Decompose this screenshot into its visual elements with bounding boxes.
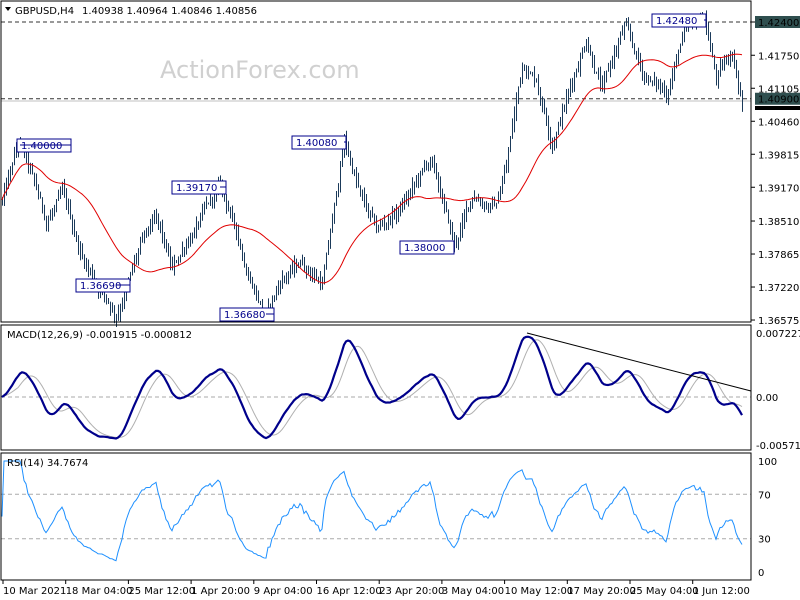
level-price-label: 1.40900 <box>758 95 799 106</box>
level-price-box <box>755 16 800 28</box>
collapse-triangle-icon[interactable] <box>5 7 11 11</box>
time-axis-label: 3 May 04:00 <box>442 586 504 597</box>
time-axis-label: 18 Mar 04:00 <box>66 586 133 597</box>
time-axis-label: 1 Jun 12:00 <box>693 586 750 597</box>
price-annotation: 1.38000 <box>399 240 455 255</box>
axes: 1.42400 1.41750 1.41105 1.40460 1.39815 1.391… <box>2 16 800 597</box>
annotation-label: 1.40000 <box>21 141 62 152</box>
macd-axis-label: 0.007227 <box>756 329 800 340</box>
price-axis-label: 1.41750 <box>758 51 799 62</box>
macd-pane[interactable] <box>1 332 752 440</box>
macd-title: MACD(12,26,9) -0.001915 -0.000812 <box>7 330 192 341</box>
price-axis-label: 1.37865 <box>758 250 799 261</box>
price-pane-frame <box>0 0 752 323</box>
price-axis-label: 1.39815 <box>758 150 799 161</box>
time-axis-label: 10 May 12:00 <box>505 586 574 597</box>
price-annotation: 1.42480 <box>651 13 707 28</box>
watermark: ActionForex.com <box>160 56 360 84</box>
level-price-box <box>755 92 800 105</box>
price-pane[interactable]: 1.42480 1.40000 1.39170 1.40080 1.38000 1.366… <box>1 10 751 327</box>
rsi-title: RSI(14) 34.7674 <box>7 458 88 469</box>
rsi-axis-label: 70 <box>758 490 771 501</box>
macd-axis-label: 0.00 <box>756 393 778 404</box>
annotation-label: 1.38000 <box>404 243 445 254</box>
rsi-axis-label: 0 <box>758 568 764 579</box>
annotation-label: 1.42480 <box>656 16 697 27</box>
rsi-pane-frame <box>0 452 752 581</box>
price-annotation: 1.40000 <box>16 138 72 153</box>
price-axis-label: 1.37220 <box>758 283 799 294</box>
chart-header-ohlc: 1.40938 1.40964 1.40846 1.40856 <box>82 6 257 17</box>
current-price-box <box>755 105 800 110</box>
price-annotation: 1.39170 <box>171 180 227 195</box>
annotation-box <box>399 240 455 255</box>
price-axis-label: 1.36575 <box>758 316 799 327</box>
macd-signal-line <box>1 339 743 438</box>
pane-frames <box>0 0 752 581</box>
price-annotation: 1.36680 <box>219 307 275 322</box>
moving-average-line <box>1 53 743 284</box>
chart-header: GBPUSD,H4 <box>15 6 74 17</box>
price-axis-label: 1.38510 <box>758 217 799 228</box>
rsi-line <box>1 460 743 562</box>
price-axis-label: 1.40460 <box>758 117 799 128</box>
time-axis-label: 23 Apr 20:00 <box>379 586 444 597</box>
price-annotation: 1.36690 <box>75 278 131 293</box>
price-annotation: 1.40080 <box>291 135 347 150</box>
macd-main-line <box>1 335 743 440</box>
time-axis-label: 10 Mar 2021 <box>3 586 66 597</box>
macd-pane-frame <box>0 324 752 451</box>
level-price-label: 1.42400 <box>758 18 799 29</box>
annotation-label: 1.36690 <box>80 281 121 292</box>
time-axis-label: 9 Apr 04:00 <box>254 586 313 597</box>
time-axis-label: 1 Apr 20:00 <box>191 586 250 597</box>
time-axis-label: 17 May 20:00 <box>567 586 636 597</box>
annotation-label: 1.36680 <box>224 310 265 321</box>
rsi-pane[interactable] <box>1 460 751 562</box>
price-axis-label: 1.39170 <box>758 183 799 194</box>
time-axis-label: 25 May 04:00 <box>630 586 699 597</box>
time-axis-label: 16 Apr 12:00 <box>317 586 382 597</box>
time-axis-label: 25 Mar 12:00 <box>128 586 195 597</box>
annotation-label: 1.40080 <box>296 138 337 149</box>
macd-trendline <box>526 332 752 392</box>
annotation-label: 1.39170 <box>176 183 217 194</box>
price-axis-label: 1.41105 <box>758 84 799 95</box>
rsi-axis-label: 30 <box>758 535 771 546</box>
macd-axis-label: -0.005714 <box>756 441 800 452</box>
rsi-axis-label: 100 <box>758 457 777 468</box>
